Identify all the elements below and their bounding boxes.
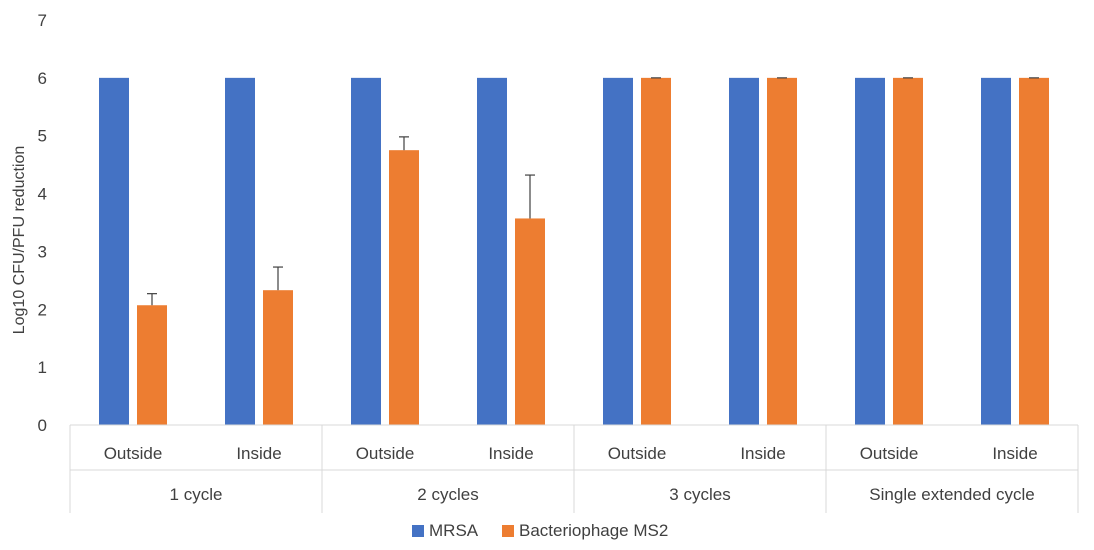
- x-group-label: 1 cycle: [170, 485, 223, 504]
- y-tick-label: 3: [38, 242, 47, 261]
- bar-ms2: [1019, 77, 1049, 425]
- legend: MRSA Bacteriophage MS2: [412, 521, 668, 540]
- y-axis-title: Log10 CFU/PFU reduction: [11, 146, 28, 335]
- bar-ms2: [263, 290, 293, 425]
- bar-ms2: [515, 218, 545, 425]
- bar-mrsa: [603, 77, 633, 425]
- y-tick-label: 1: [38, 358, 47, 377]
- x-category-label: Outside: [608, 444, 667, 463]
- y-tick-label: 2: [38, 300, 47, 319]
- bar-mrsa: [351, 77, 381, 425]
- legend-label: MRSA: [429, 521, 479, 540]
- bar-mrsa: [477, 77, 507, 425]
- x-category-label: Inside: [236, 444, 281, 463]
- y-tick-label: 7: [38, 11, 47, 30]
- y-tick-label: 6: [38, 69, 47, 88]
- x-category-label: Outside: [356, 444, 415, 463]
- x-category-label: Inside: [740, 444, 785, 463]
- y-axis-ticks: 0 1 2 3 4 5 6 7: [38, 11, 47, 435]
- legend-label: Bacteriophage MS2: [519, 521, 668, 540]
- bar-ms2: [641, 77, 671, 425]
- x-category-label: Outside: [104, 444, 163, 463]
- legend-swatch-ms2: [502, 525, 514, 537]
- bar-ms2: [767, 77, 797, 425]
- bar-mrsa: [225, 77, 255, 425]
- x-category-label: Inside: [992, 444, 1037, 463]
- x-group-label: 3 cycles: [669, 485, 730, 504]
- error-bars: [147, 77, 1039, 306]
- x-group-label: 2 cycles: [417, 485, 478, 504]
- x-group-label: Single extended cycle: [869, 485, 1034, 504]
- y-tick-label: 5: [38, 127, 47, 146]
- x-axis: Outside Inside 1 cycle Outside Inside 2 cycle…: [69, 424, 1079, 513]
- bar-ms2: [389, 150, 419, 425]
- x-category-label: Outside: [860, 444, 919, 463]
- y-tick-label: 4: [38, 185, 47, 204]
- legend-swatch-mrsa: [412, 525, 424, 537]
- bar-ms2: [137, 305, 167, 425]
- x-category-label: Inside: [488, 444, 533, 463]
- bar-mrsa: [981, 77, 1011, 425]
- bar-ms2: [893, 77, 923, 425]
- bars: [99, 77, 1049, 425]
- bar-mrsa: [855, 77, 885, 425]
- y-tick-label: 0: [38, 416, 47, 435]
- bar-mrsa: [99, 77, 129, 425]
- bar-mrsa: [729, 77, 759, 425]
